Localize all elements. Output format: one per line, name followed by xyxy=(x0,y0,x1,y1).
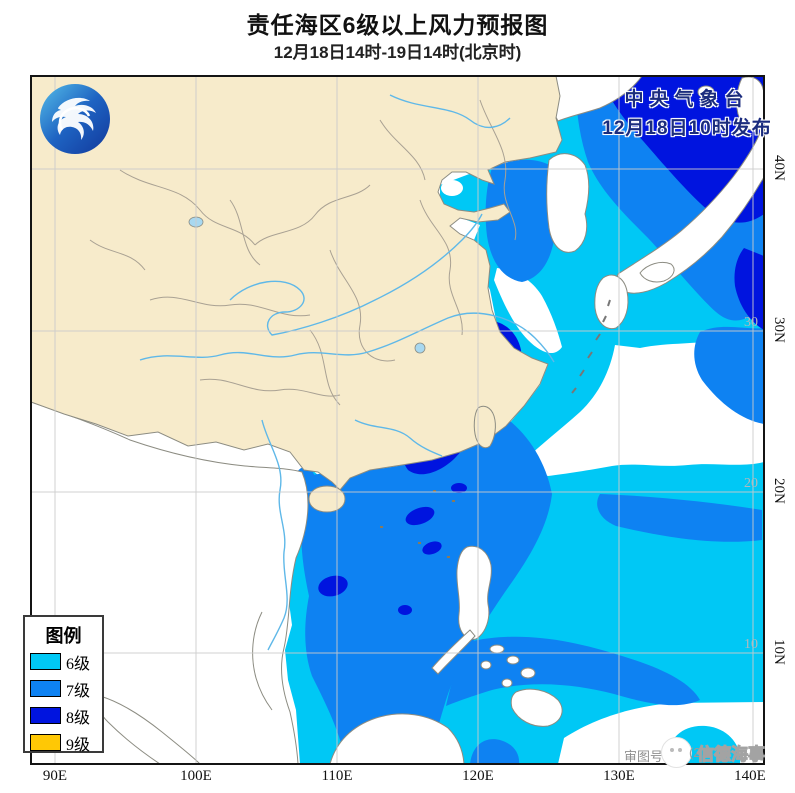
legend-label: 7级 xyxy=(66,682,91,700)
island xyxy=(480,660,492,670)
taiwan-island xyxy=(473,405,496,449)
mindanao-land xyxy=(510,688,563,727)
rivers-layer xyxy=(139,94,555,651)
inner-label-30: 30 xyxy=(744,315,758,330)
inner-label-10: 10 xyxy=(744,637,758,652)
island xyxy=(501,678,513,688)
legend-label: 9级 xyxy=(66,736,91,754)
lon-label-110e: 110E xyxy=(321,768,353,784)
china-mainland xyxy=(31,76,563,491)
island xyxy=(697,85,715,99)
lat-label-40n: 40N xyxy=(771,155,787,181)
korea-land xyxy=(546,153,590,253)
island xyxy=(520,667,536,679)
legend-label: 6级 xyxy=(66,655,91,673)
lon-label-120e: 120E xyxy=(462,768,494,784)
lon-label-140e: 140E xyxy=(734,768,766,784)
lon-label-90e: 90E xyxy=(42,768,68,784)
lon-label-130e: 130E xyxy=(603,768,635,784)
legend-title: 图例 xyxy=(45,626,82,646)
watermark-logo-icon xyxy=(661,737,692,768)
grid-layer xyxy=(31,76,764,764)
province-borders-layer xyxy=(89,99,517,406)
reef-specks-layer xyxy=(380,490,455,558)
inner-label-20: 20 xyxy=(744,476,758,491)
wind-7-layer xyxy=(294,76,764,764)
legend-swatch-level7 xyxy=(30,680,61,697)
borneo-land xyxy=(329,713,465,764)
legend-item-7: 7级 xyxy=(25,675,102,702)
agency-logo-icon xyxy=(40,84,110,154)
lat-label-20n: 20N xyxy=(771,478,787,504)
page-subtitle: 12月18日14时-19日14时(北京时) xyxy=(273,43,522,62)
hainan-island xyxy=(308,485,346,513)
issuer-time: 12月18日10时发布 xyxy=(602,118,772,139)
legend-swatch-level8 xyxy=(30,707,61,724)
luzon-land xyxy=(456,545,492,640)
honshu-land xyxy=(616,126,764,294)
kyushu-land xyxy=(594,274,629,330)
hokkaido-land xyxy=(736,76,764,132)
map-frame xyxy=(30,75,765,765)
gulf-of-thailand-coast xyxy=(252,611,273,711)
map-approval-text: 审图号 xyxy=(624,749,664,764)
issuer-agency: 中央气象台 xyxy=(624,89,750,110)
shikoku-land xyxy=(639,261,675,283)
legend-item-8: 8级 xyxy=(25,702,102,729)
page-title: 责任海区6级以上风力预报图 xyxy=(246,12,549,38)
lat-label-10n: 10N xyxy=(771,639,787,665)
palawan-land xyxy=(431,629,476,675)
watermark-brand: 信德海事 xyxy=(697,745,766,765)
issuer-block: 中央气象台 12月18日10时发布 xyxy=(567,84,795,140)
legend-box: 图例 6级 7级 8级 9级 xyxy=(23,615,104,756)
island xyxy=(489,644,505,654)
map-approval-fragment: (2 xyxy=(689,745,701,760)
lon-label-100e: 100E xyxy=(180,768,212,784)
legend-item-9: 9级 xyxy=(25,729,102,756)
legend-swatch-level6 xyxy=(30,653,61,670)
legend-label: 8级 xyxy=(66,709,91,727)
small-islands-layer xyxy=(571,299,611,394)
legend-item-6: 6级 xyxy=(25,648,102,675)
island xyxy=(506,655,520,665)
legend-swatch-level9 xyxy=(30,734,61,751)
lat-label-30n: 30N xyxy=(771,317,787,343)
